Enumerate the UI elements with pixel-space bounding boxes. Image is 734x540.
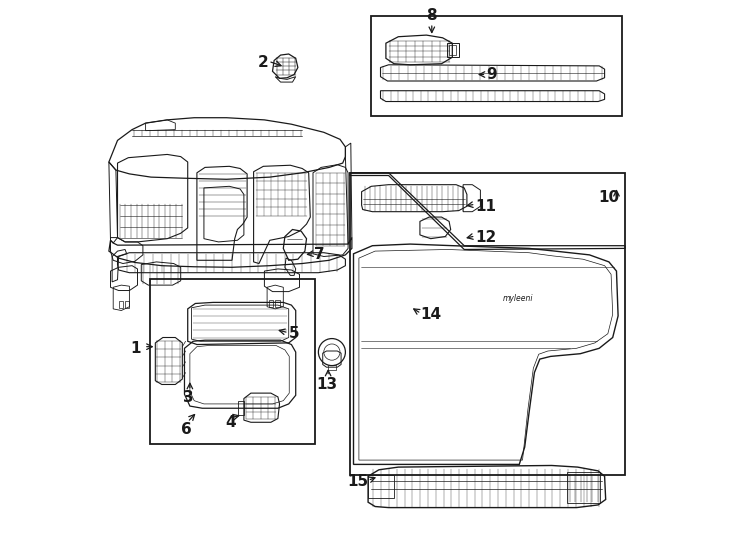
Text: 5: 5 [288, 326, 299, 341]
Bar [239, 401, 244, 415]
Text: 11: 11 [475, 199, 496, 214]
Text: 1: 1 [131, 341, 141, 356]
Bar [119, 301, 123, 308]
Text: 14: 14 [420, 307, 441, 322]
Text: 3: 3 [184, 390, 194, 405]
Bar [275, 300, 280, 307]
Text: 8: 8 [426, 8, 437, 23]
Text: 6: 6 [181, 422, 192, 437]
Text: myleeni: myleeni [503, 294, 534, 302]
Text: 13: 13 [316, 377, 337, 392]
Text: 12: 12 [475, 230, 496, 245]
Bar [349, 173, 625, 475]
Bar [328, 364, 336, 370]
Text: 9: 9 [486, 67, 496, 82]
Bar [371, 16, 622, 116]
Bar [125, 301, 129, 308]
Bar [447, 43, 459, 57]
Text: 2: 2 [258, 55, 269, 70]
Bar [269, 300, 273, 307]
Text: 4: 4 [225, 415, 236, 430]
Bar [449, 45, 456, 55]
Text: 7: 7 [314, 247, 324, 262]
Text: 10: 10 [599, 190, 619, 205]
Text: 15: 15 [347, 474, 368, 489]
Bar [567, 472, 600, 503]
Bar [368, 475, 394, 498]
Bar [150, 279, 315, 444]
